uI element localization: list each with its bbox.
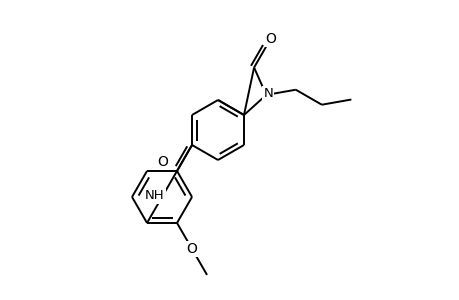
Text: NH: NH [145,190,164,202]
Text: O: O [264,32,275,46]
Text: O: O [157,155,168,169]
Text: N: N [263,87,273,101]
Text: O: O [186,242,197,256]
